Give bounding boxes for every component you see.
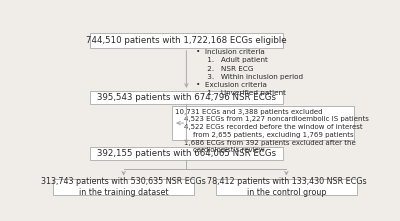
FancyBboxPatch shape <box>216 179 357 195</box>
FancyBboxPatch shape <box>90 147 282 160</box>
Text: 395,543 patients with 674,796 NSR ECGs: 395,543 patients with 674,796 NSR ECGs <box>97 93 276 102</box>
Text: 10,731 ECGs and 3,388 patients excluded
    4,523 ECGs from 1,227 noncardioembol: 10,731 ECGs and 3,388 patients excluded … <box>175 109 369 153</box>
Text: 744,510 patients with 1,722,168 ECGs eligible: 744,510 patients with 1,722,168 ECGs eli… <box>86 36 287 45</box>
Text: 313,743 patients with 530,635 NSR ECGs
in the training dataset: 313,743 patients with 530,635 NSR ECGs i… <box>41 177 206 197</box>
FancyBboxPatch shape <box>172 107 354 140</box>
Text: 78,412 patients with 133,430 NSR ECGs
in the control group: 78,412 patients with 133,430 NSR ECGs in… <box>206 177 366 197</box>
FancyBboxPatch shape <box>53 179 194 195</box>
Text: 392,155 patients with 664,065 NSR ECGs: 392,155 patients with 664,065 NSR ECGs <box>97 149 276 158</box>
FancyBboxPatch shape <box>90 91 282 104</box>
Text: •  Inclusion criteria
     1.   Adult patient
     2.   NSR ECG
     3.   Within: • Inclusion criteria 1. Adult patient 2.… <box>196 49 303 96</box>
FancyBboxPatch shape <box>90 33 282 48</box>
